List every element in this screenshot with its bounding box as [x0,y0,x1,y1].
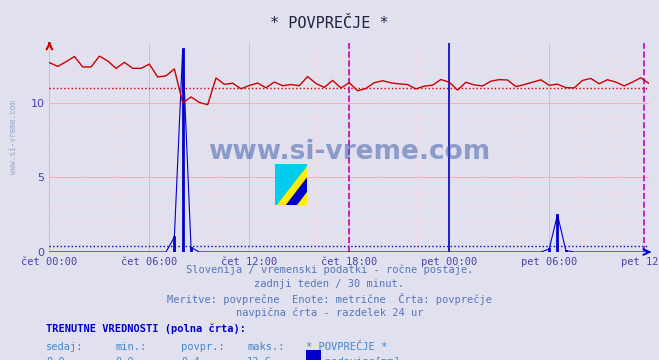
Text: zadnji teden / 30 minut.: zadnji teden / 30 minut. [254,279,405,289]
Text: sedaj:: sedaj: [46,342,84,352]
Text: www.si-vreme.com: www.si-vreme.com [9,100,18,174]
Text: min.:: min.: [115,342,146,352]
Text: 0,0: 0,0 [46,357,65,360]
Text: navpična črta - razdelek 24 ur: navpična črta - razdelek 24 ur [236,308,423,318]
Text: TRENUTNE VREDNOSTI (polna črta):: TRENUTNE VREDNOSTI (polna črta): [46,324,246,334]
Text: 13,6: 13,6 [247,357,272,360]
Text: maks.:: maks.: [247,342,285,352]
Text: * POVPREČJE *: * POVPREČJE * [306,342,387,352]
Text: padavine[mm]: padavine[mm] [325,357,400,360]
Text: 0,4: 0,4 [181,357,200,360]
Text: * POVPREČJE *: * POVPREČJE * [270,16,389,31]
Polygon shape [275,164,307,205]
Polygon shape [287,178,307,205]
Text: Slovenija / vremenski podatki - ročne postaje.: Slovenija / vremenski podatki - ročne po… [186,265,473,275]
Text: Meritve: povprečne  Enote: metrične  Črta: povprečje: Meritve: povprečne Enote: metrične Črta:… [167,293,492,305]
Polygon shape [275,164,307,205]
Text: povpr.:: povpr.: [181,342,225,352]
Text: 0,0: 0,0 [115,357,134,360]
Text: www.si-vreme.com: www.si-vreme.com [208,139,490,165]
